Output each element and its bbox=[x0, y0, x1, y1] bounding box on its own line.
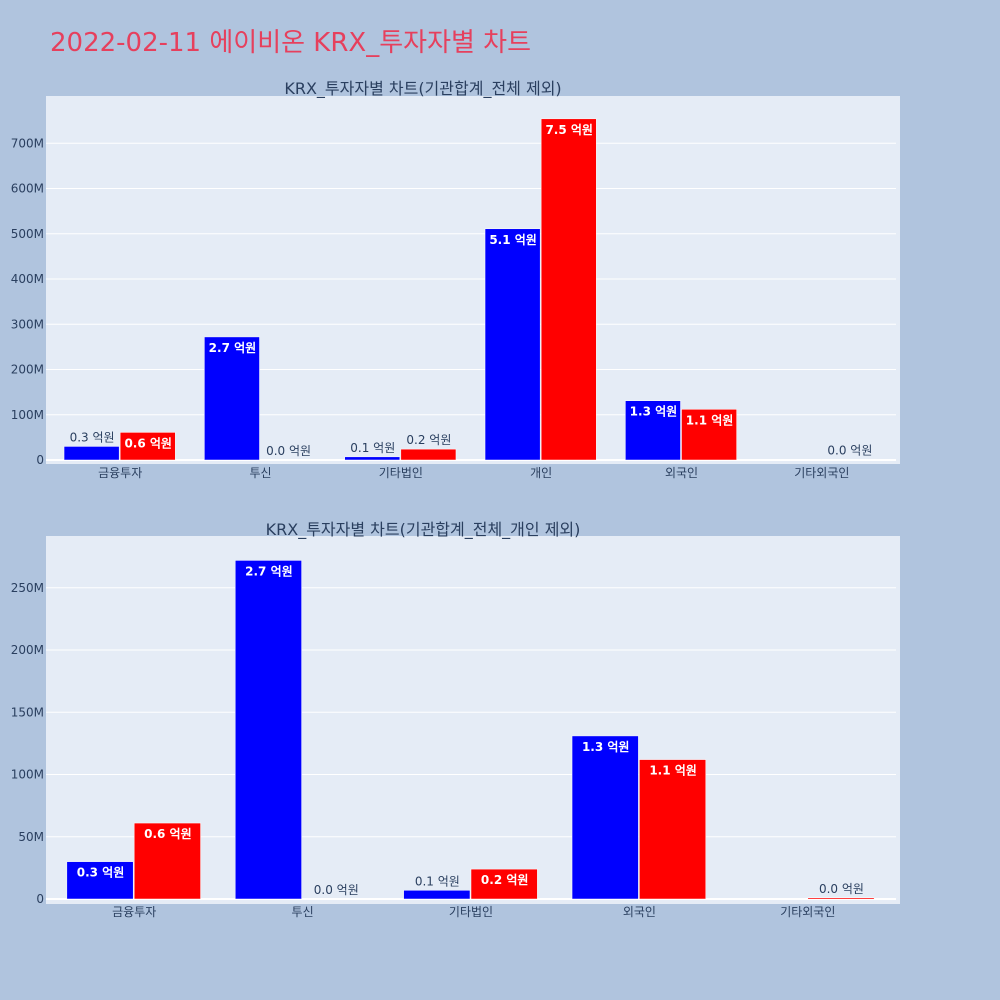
bar bbox=[344, 456, 401, 461]
x-tick-label: 금융투자 bbox=[98, 466, 142, 480]
data-label: 5.1 억원 bbox=[489, 233, 537, 247]
x-tick-label: 기타외국인 bbox=[794, 466, 849, 480]
bar bbox=[403, 890, 471, 900]
x-tick-label: 외국인 bbox=[623, 905, 656, 919]
plot-area bbox=[46, 96, 900, 464]
y-tick-label: 400M bbox=[11, 272, 44, 286]
bar bbox=[540, 118, 597, 461]
data-label: 0.0 억원 bbox=[314, 883, 359, 897]
bar bbox=[63, 446, 120, 461]
data-label: 0.3 억원 bbox=[70, 430, 115, 444]
x-tick-label: 투신 bbox=[249, 466, 271, 480]
y-tick-label: 250M bbox=[11, 581, 44, 595]
y-tick-label: 150M bbox=[11, 705, 44, 719]
x-tick-label: 개인 bbox=[530, 466, 552, 480]
bar bbox=[234, 560, 302, 900]
bar bbox=[639, 759, 707, 900]
bar bbox=[66, 861, 134, 900]
y-tick-label: 300M bbox=[11, 317, 44, 331]
bar bbox=[133, 822, 201, 900]
chart-title: KRX_투자자별 차트(기관합계_전체 제외) bbox=[284, 79, 561, 99]
bar bbox=[484, 228, 541, 461]
y-tick-label: 100M bbox=[11, 768, 44, 782]
data-label: 0.1 억원 bbox=[350, 441, 395, 455]
x-tick-label: 금융투자 bbox=[112, 905, 156, 919]
y-tick-label: 0 bbox=[36, 453, 44, 467]
bar bbox=[204, 336, 260, 461]
data-label: 0.0 억원 bbox=[266, 444, 311, 458]
bar bbox=[571, 735, 639, 900]
y-tick-label: 700M bbox=[11, 136, 44, 150]
data-label: 0.3 억원 bbox=[77, 866, 125, 880]
bar bbox=[681, 409, 737, 461]
data-label: 1.1 억원 bbox=[686, 413, 734, 427]
y-tick-label: 100M bbox=[11, 408, 44, 422]
data-label: 1.1 억원 bbox=[649, 764, 697, 778]
data-label: 7.5 억원 bbox=[545, 123, 593, 137]
y-tick-label: 200M bbox=[11, 363, 44, 377]
data-label: 2.7 억원 bbox=[209, 341, 257, 355]
bar bbox=[470, 868, 538, 900]
data-label: 2.7 억원 bbox=[245, 564, 293, 578]
x-tick-label: 투신 bbox=[292, 905, 314, 919]
y-tick-label: 0 bbox=[36, 892, 44, 906]
data-label: 0.0 억원 bbox=[827, 444, 872, 458]
chart-title: KRX_투자자별 차트(기관합계_전체_개인 제외) bbox=[266, 520, 581, 540]
x-tick-label: 기타외국인 bbox=[780, 905, 835, 919]
data-label: 0.1 억원 bbox=[415, 874, 460, 888]
page-title: 2022-02-11 에이비온 KRX_투자자별 차트 bbox=[50, 28, 532, 58]
data-label: 0.2 억원 bbox=[481, 873, 529, 887]
x-tick-label: 기타법인 bbox=[449, 905, 493, 919]
data-label: 1.3 억원 bbox=[630, 405, 678, 419]
data-label: 0.0 억원 bbox=[819, 882, 864, 896]
data-label: 0.6 억원 bbox=[144, 827, 192, 841]
bar bbox=[807, 897, 875, 900]
bar bbox=[119, 432, 176, 461]
x-tick-label: 기타법인 bbox=[379, 466, 423, 480]
y-tick-label: 500M bbox=[11, 227, 44, 241]
bar bbox=[400, 448, 457, 461]
y-tick-label: 200M bbox=[11, 643, 44, 657]
data-label: 1.3 억원 bbox=[582, 740, 630, 754]
x-tick-label: 외국인 bbox=[665, 466, 698, 480]
bar bbox=[625, 400, 681, 461]
data-label: 0.6 억원 bbox=[124, 436, 172, 450]
data-label: 0.2 억원 bbox=[406, 433, 451, 447]
y-tick-label: 50M bbox=[18, 830, 44, 844]
y-tick-label: 600M bbox=[11, 182, 44, 196]
